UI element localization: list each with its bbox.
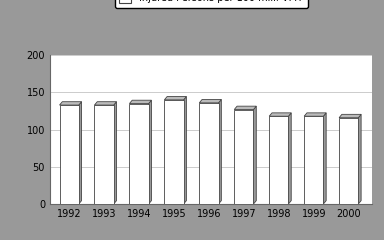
- Bar: [129, 104, 149, 204]
- Bar: [339, 118, 358, 204]
- Bar: [164, 100, 184, 204]
- Polygon shape: [60, 102, 81, 105]
- Polygon shape: [129, 100, 151, 104]
- Polygon shape: [184, 96, 186, 204]
- Polygon shape: [323, 113, 326, 204]
- Polygon shape: [218, 99, 221, 204]
- Polygon shape: [253, 106, 256, 204]
- Polygon shape: [234, 106, 256, 109]
- Polygon shape: [79, 102, 81, 204]
- Polygon shape: [114, 102, 116, 204]
- Bar: [60, 105, 79, 204]
- Polygon shape: [269, 113, 291, 116]
- Polygon shape: [164, 96, 186, 100]
- Bar: [94, 105, 114, 204]
- Bar: [234, 109, 253, 204]
- Polygon shape: [358, 114, 361, 204]
- Polygon shape: [149, 100, 151, 204]
- Bar: [304, 116, 323, 204]
- Polygon shape: [304, 113, 326, 116]
- Bar: [199, 103, 218, 204]
- Polygon shape: [288, 113, 291, 204]
- Bar: [269, 116, 288, 204]
- Polygon shape: [339, 114, 361, 118]
- Polygon shape: [199, 99, 221, 103]
- Legend: Injured Persons per 100 mill. VMT: Injured Persons per 100 mill. VMT: [114, 0, 308, 8]
- Polygon shape: [94, 102, 116, 105]
